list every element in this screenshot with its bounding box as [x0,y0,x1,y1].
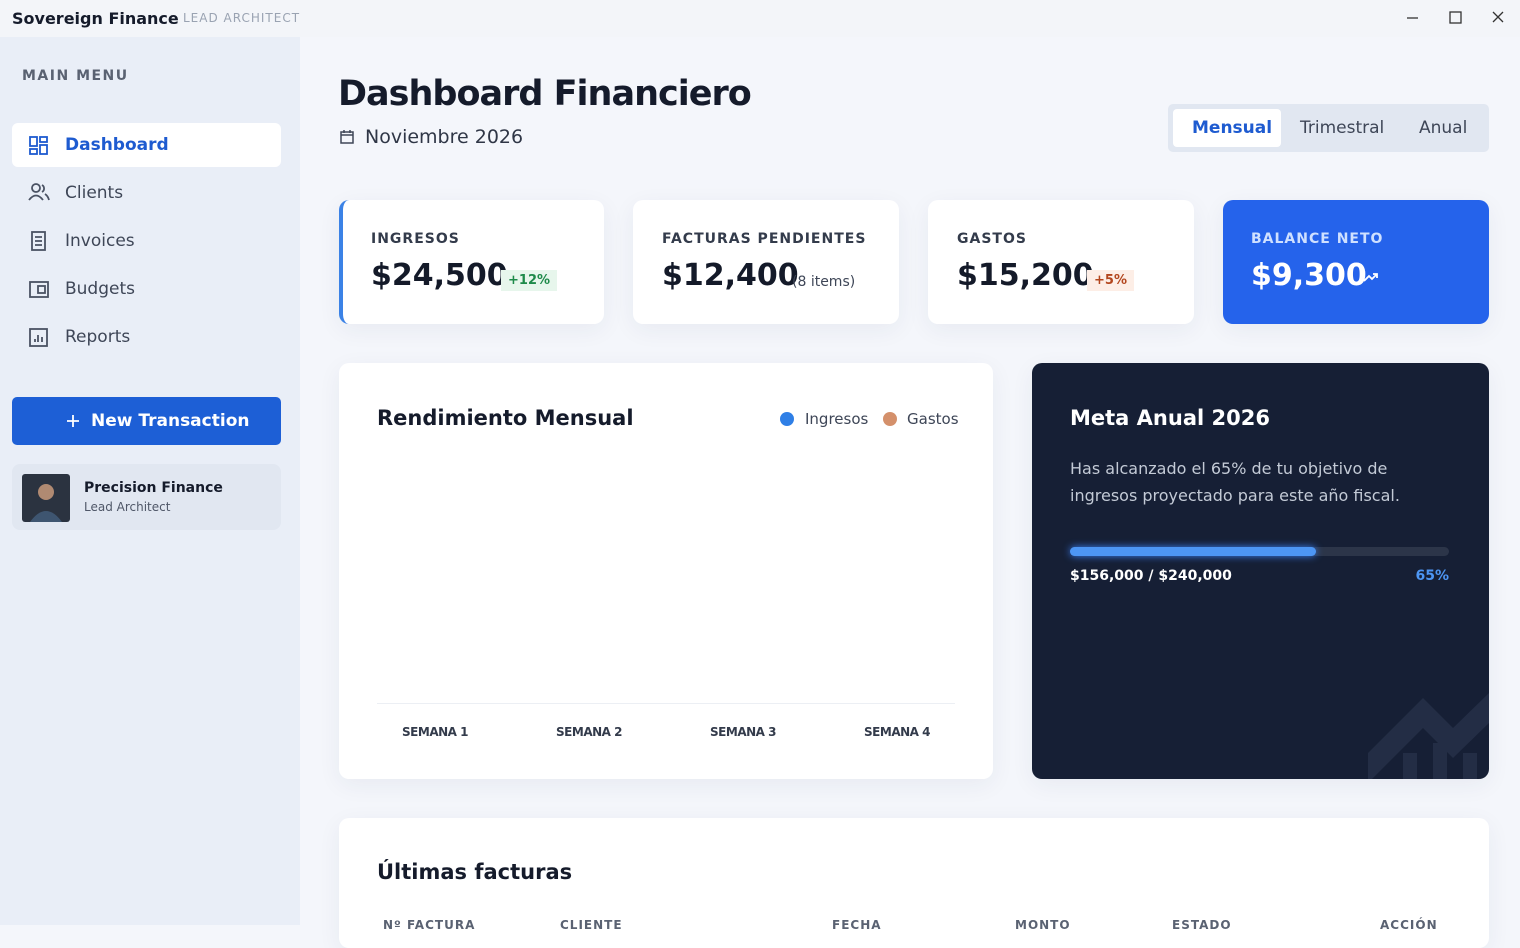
button-label[interactable]: New Transaction [91,411,250,431]
period[interactable]: Trimestral [1300,118,1385,138]
kpi-value: $9,300 [1251,258,1367,293]
goal-percent: 65% [1415,568,1449,584]
category: SEMANA 2 [556,725,622,739]
goal-text: Has alcanzado el 65% de tu objetivo de i… [1070,459,1400,505]
kpi-label: GASTOS [957,231,1027,247]
kpi-value: $24,500 [371,258,508,293]
role: LEAD ARCHITECT [183,11,301,25]
goal-title: Meta Anual 2026 [1070,406,1270,430]
kpi-label: FACTURAS PENDIENTES [662,231,867,247]
legend-item: Gastos [907,410,959,428]
page-title: Dashboard Financiero [338,74,752,114]
period-active[interactable] [1173,109,1281,147]
invoices-title: Últimas facturas [377,860,573,884]
profile-name: Precision Finance [84,480,223,496]
period[interactable]: Anual [1419,118,1468,138]
column-header: MONTO [1015,918,1071,932]
goal-amount: $156,000 / $240,000 [1070,568,1232,584]
kpi-label: INGRESOS [371,231,460,247]
active-item[interactable] [12,123,281,167]
column-header: Nº FACTURA [383,918,476,932]
chart-card [339,363,993,779]
menu-item[interactable]: Clients [65,183,124,203]
progress-fill [1070,547,1317,556]
kpi-card [928,200,1194,324]
progress-track [1070,547,1449,556]
date: Noviembre 2026 [365,126,524,148]
window-controls[interactable] [1400,8,1510,28]
menu-item[interactable]: Dashboard [65,135,169,155]
category: SEMANA 3 [710,725,776,739]
category: SEMANA 4 [864,725,930,739]
kpi-card [1223,200,1489,324]
profile-role: Lead Architect [84,500,171,514]
menu-item[interactable]: Reports [65,327,131,347]
decor [1368,693,1489,779]
kpi-badge: +5% [1087,270,1134,291]
legend-item: Ingresos [805,410,869,428]
new-transaction-button[interactable] [12,397,281,445]
app-name: Sovereign Finance [12,9,179,28]
chart-title: Rendimiento Mensual [377,406,634,430]
title-bar [0,0,1520,37]
column-header: FECHA [832,918,882,932]
menu-item[interactable]: Invoices [65,231,135,251]
avatar [22,474,70,522]
category: SEMANA 1 [402,725,468,739]
calendar-icon [340,130,354,144]
column-header: CLIENTE [560,918,623,932]
kpi-value: $15,200 [957,258,1094,293]
column-header: ACCIÓN [1380,918,1438,932]
period[interactable]: Mensual [1192,118,1273,138]
kpi-label: BALANCE NETO [1251,231,1384,247]
column-header: ESTADO [1172,918,1232,932]
menu-item[interactable]: Budgets [65,279,136,299]
legend-markers [780,412,897,426]
kpi-badge: +12% [501,270,558,291]
menu-icons [28,136,50,347]
trend-icon [1363,273,1378,282]
plus-icon [67,415,79,427]
baseline [377,703,955,704]
goal-card [1032,363,1489,779]
menu-title: MAIN MENU [22,68,129,84]
kpi-note: (8 items) [792,274,856,290]
kpi-card [633,200,899,324]
kpi-value: $12,400 [662,258,799,293]
kpi-card [339,200,604,324]
